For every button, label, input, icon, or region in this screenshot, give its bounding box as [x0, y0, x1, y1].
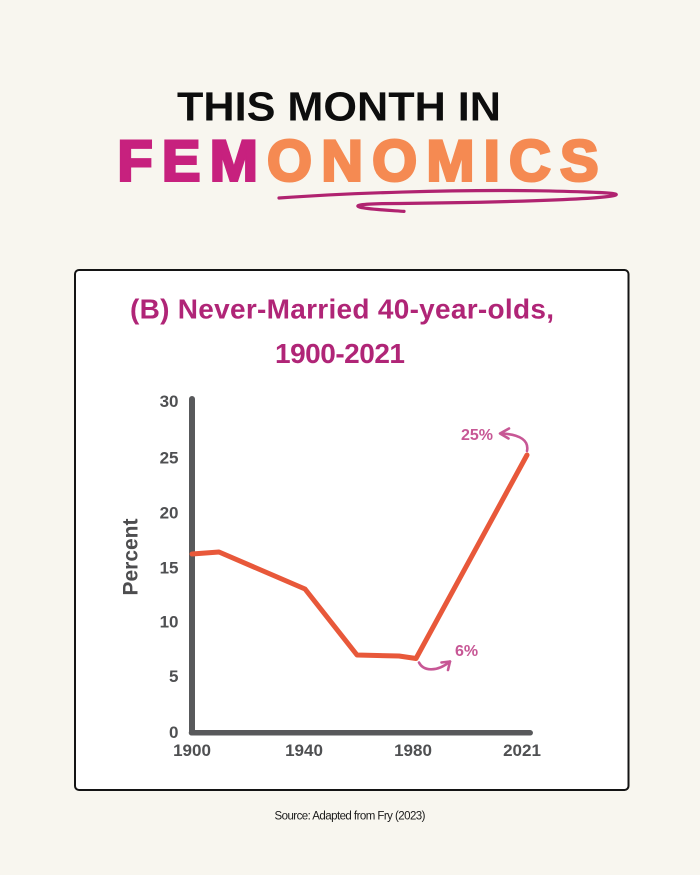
svg-text:1980: 1980	[394, 741, 432, 760]
svg-text:1900: 1900	[173, 741, 211, 760]
svg-text:5: 5	[169, 667, 178, 686]
svg-text:15: 15	[160, 559, 179, 578]
svg-text:10: 10	[160, 613, 179, 632]
svg-text:25: 25	[160, 449, 179, 468]
svg-text:Percent: Percent	[120, 518, 143, 595]
svg-text:25%: 25%	[461, 427, 493, 444]
svg-text:1900-2021: 1900-2021	[275, 338, 405, 369]
svg-text:Source: Adapted from Fry (2023: Source: Adapted from Fry (2023)	[275, 811, 426, 823]
svg-text:20: 20	[160, 504, 179, 523]
svg-text:THIS MONTH IN: THIS MONTH IN	[177, 84, 501, 130]
svg-text:30: 30	[160, 392, 179, 411]
svg-text:(B) Never-Married 40-year-olds: (B) Never-Married 40-year-olds,	[130, 294, 554, 325]
svg-text:6%: 6%	[455, 643, 478, 660]
svg-text:2021: 2021	[503, 741, 541, 760]
svg-text:1940: 1940	[285, 741, 323, 760]
svg-text:0: 0	[169, 723, 178, 742]
